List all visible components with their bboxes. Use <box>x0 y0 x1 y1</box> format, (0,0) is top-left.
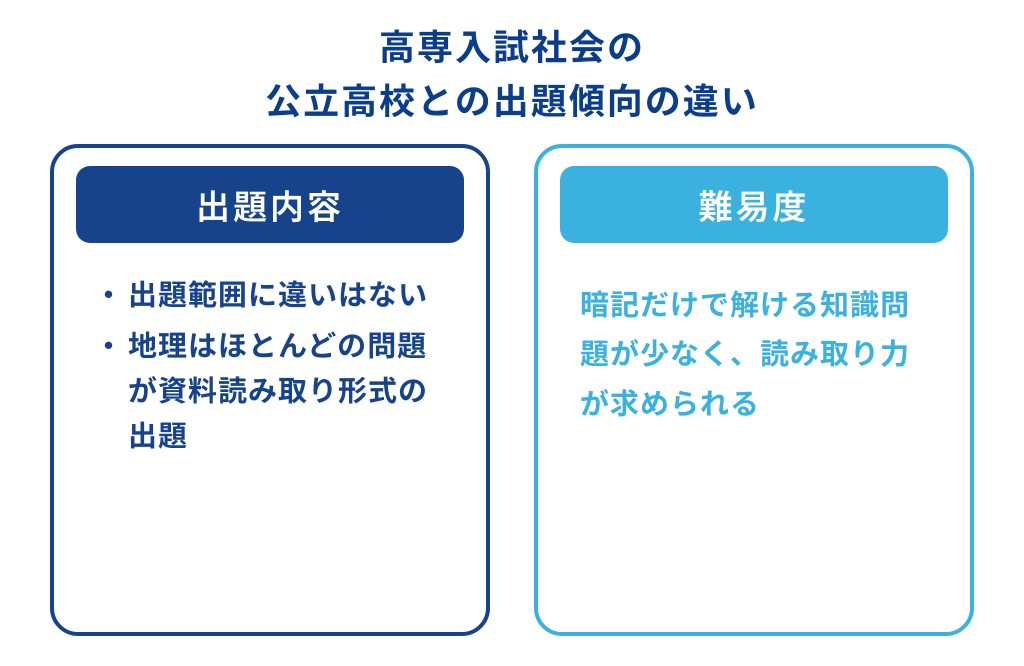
page-title: 高専入試社会の 公立高校との出題傾向の違い <box>50 18 974 126</box>
card-content: 出題内容 出題範囲に違いはない 地理はほとんどの問題が資料読み取り形式の出題 <box>50 144 490 636</box>
cards-row: 出題内容 出題範囲に違いはない 地理はほとんどの問題が資料読み取り形式の出題 難… <box>50 144 974 636</box>
page: 高専入試社会の 公立高校との出題傾向の違い 出題内容 出題範囲に違いはない 地理… <box>0 0 1024 666</box>
card-difficulty-body: 暗記だけで解ける知識問題が少なく、読み取り力が求められる <box>560 271 948 427</box>
card-difficulty-header: 難易度 <box>560 166 948 243</box>
card-content-bullets: 出題範囲に違いはない 地理はほとんどの問題が資料読み取り形式の出題 <box>76 271 464 463</box>
card-content-header: 出題内容 <box>76 166 464 243</box>
title-line-2: 公立高校との出題傾向の違い <box>265 73 759 125</box>
bullet-item: 出題範囲に違いはない <box>98 271 450 316</box>
bullet-item: 地理はほとんどの問題が資料読み取り形式の出題 <box>98 322 450 457</box>
title-line-1: 高専入試社会の <box>379 19 645 71</box>
card-difficulty: 難易度 暗記だけで解ける知識問題が少なく、読み取り力が求められる <box>534 144 974 636</box>
